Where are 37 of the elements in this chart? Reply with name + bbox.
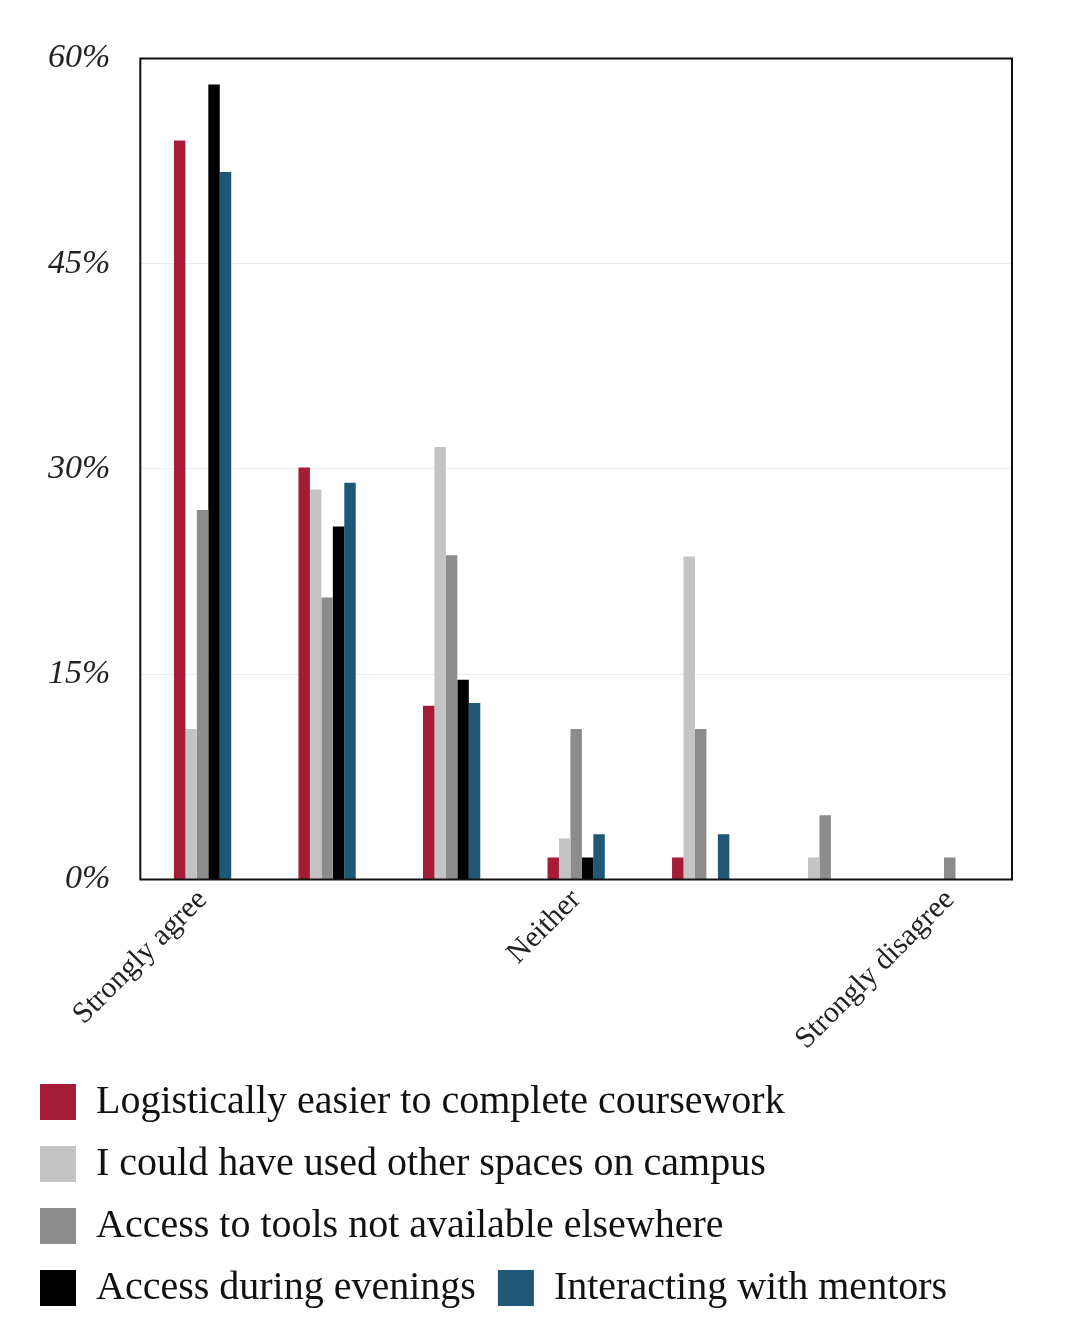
bar (683, 556, 695, 879)
bar (593, 834, 605, 879)
bar (321, 597, 333, 879)
bar (672, 857, 684, 879)
bar (344, 482, 356, 879)
bar (173, 140, 186, 879)
bar (819, 815, 831, 879)
bar (309, 489, 322, 879)
legend-label: I could have used other spaces on campus (96, 1138, 766, 1184)
bar (694, 728, 707, 879)
y-tick-label: 0% (64, 858, 111, 896)
legend-label: Logistically easier to complete coursework (96, 1076, 785, 1122)
bar (468, 702, 481, 879)
bar (423, 705, 435, 879)
bar (944, 857, 956, 879)
y-tick-label: 30% (46, 447, 111, 485)
bar (558, 838, 571, 879)
bar (717, 834, 730, 879)
bar (196, 510, 209, 879)
bar (570, 728, 582, 879)
legend-label: Access during evenings (96, 1262, 476, 1308)
bar (434, 447, 446, 879)
y-tick-label: 45% (47, 242, 111, 280)
bar (445, 555, 458, 879)
bar (208, 84, 220, 879)
bar (547, 857, 559, 879)
bar (581, 857, 594, 879)
bar (457, 679, 469, 879)
bar (219, 171, 232, 879)
legend-label: Interacting with mentors (553, 1262, 948, 1308)
bar (298, 467, 310, 879)
y-tick-label: 15% (47, 653, 111, 691)
bar (808, 857, 820, 879)
legend-label: Access to tools not available elsewhere (96, 1200, 724, 1246)
y-tick-label: 60% (47, 37, 111, 75)
bar (185, 728, 197, 879)
bar (332, 526, 345, 879)
